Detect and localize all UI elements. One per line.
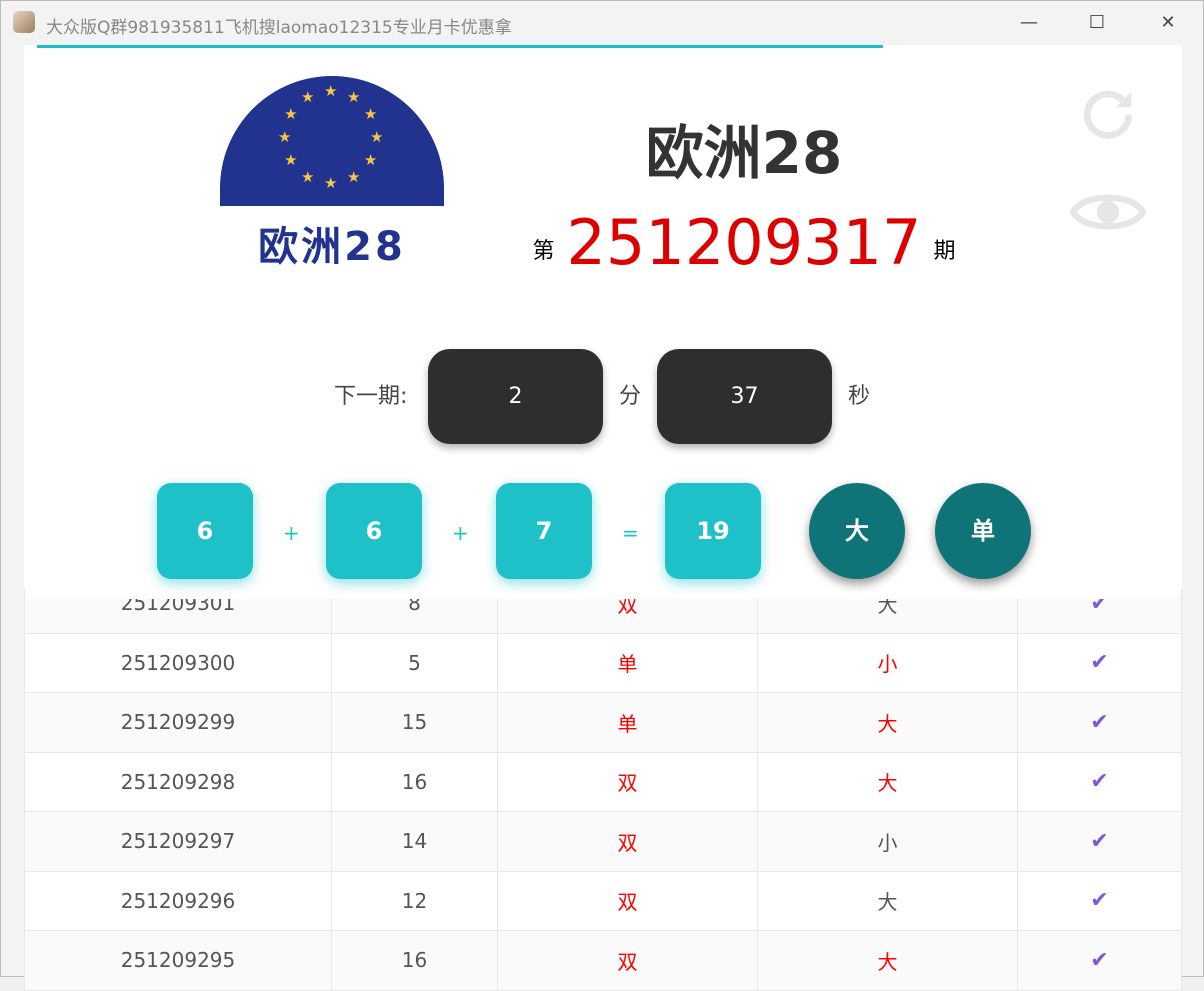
sum-cell: 12 [331, 870, 498, 931]
seconds-unit: 秒 [848, 384, 871, 409]
parity-cell: 单 [497, 632, 758, 693]
issue-cell: 251209297 [24, 811, 332, 872]
sum-cell: 16 [331, 930, 498, 991]
countdown-label: 下一期: [334, 384, 408, 409]
issue-cell: 251209300 [24, 632, 332, 693]
logo-text: 欧洲28 [258, 224, 406, 270]
title-bar: 大众版Q群981935811飞机搜laomao12315专业月卡优惠拿 — ☐ … [1, 1, 1203, 45]
check-icon: ✔ [1017, 751, 1182, 812]
maximize-button[interactable]: ☐ [1088, 12, 1106, 33]
minutes-unit: 分 [619, 384, 642, 409]
minimize-button[interactable]: — [1020, 12, 1038, 33]
result-number-3: 7 [496, 483, 592, 579]
result-number-2: 6 [326, 483, 422, 579]
star-icon: ★ [324, 174, 338, 192]
table-row: 251209295 16 双 大 ✔ [24, 930, 1182, 991]
size-cell: 大 [757, 930, 1018, 991]
close-button[interactable]: ✕ [1160, 12, 1176, 33]
countdown-seconds: 37 [657, 349, 832, 444]
size-cell: 大 [757, 692, 1018, 753]
parity-cell: 双 [497, 751, 758, 812]
window-title: 大众版Q群981935811飞机搜laomao12315专业月卡优惠拿 [46, 18, 512, 38]
star-icon: ★ [363, 151, 378, 169]
parity-cell: 单 [497, 692, 758, 753]
star-icon: ★ [347, 167, 361, 186]
history-table: 251209301 8 双 大 ✔ 251209300 5 单 小 ✔ 251209… [24, 573, 1182, 991]
plus-sign: + [452, 521, 469, 545]
result-parity: 单 [935, 483, 1031, 579]
table-row: 251209300 5 单 小 ✔ [24, 632, 1182, 693]
star-icon: ★ [347, 88, 361, 107]
sum-cell: 15 [331, 692, 498, 753]
table-row: 251209296 12 双 大 ✔ [24, 870, 1182, 931]
star-icon: ★ [284, 151, 298, 169]
star-icon: ★ [363, 105, 378, 123]
current-draw-card: ★ ★ ★ ★ ★ ★ ★ ★ ★ ★ ★ ★ 欧洲28 欧洲28 第 251209317 期 下一期: … [24, 46, 1182, 599]
eye-icon[interactable] [1070, 184, 1146, 240]
table-row: 251209297 14 双 小 ✔ [24, 811, 1182, 872]
star-icon: ★ [370, 128, 384, 146]
parity-cell: 双 [497, 870, 758, 931]
star-icon: ★ [301, 167, 315, 186]
progress-bar [37, 45, 883, 48]
size-cell: 大 [757, 870, 1018, 931]
check-icon: ✔ [1017, 870, 1182, 931]
countdown-minutes: 2 [428, 349, 603, 444]
eu-flag: ★ ★ ★ ★ ★ ★ ★ ★ ★ ★ ★ ★ [220, 76, 444, 206]
result-size: 大 [809, 483, 905, 579]
equals-sign: = [622, 521, 639, 545]
issue-cell: 251209298 [24, 751, 332, 812]
table-row: 251209298 16 双 大 ✔ [24, 751, 1182, 812]
star-icon: ★ [278, 128, 292, 146]
parity-cell: 双 [497, 811, 758, 872]
star-icon: ★ [301, 88, 315, 107]
issue-prefix: 第 [532, 239, 555, 264]
current-issue: 第 251209317 期 [524, 206, 964, 279]
check-icon: ✔ [1017, 692, 1182, 753]
check-icon: ✔ [1017, 632, 1182, 693]
check-icon: ✔ [1017, 811, 1182, 872]
size-cell: 小 [757, 632, 1018, 693]
app-icon [13, 11, 35, 33]
issue-cell: 251209296 [24, 870, 332, 931]
result-number-1: 6 [157, 483, 253, 579]
game-title: 欧洲28 [645, 119, 843, 187]
star-icon: ★ [284, 105, 298, 123]
issue-cell: 251209299 [24, 692, 332, 753]
refresh-icon[interactable] [1077, 84, 1139, 146]
parity-cell: 双 [497, 930, 758, 991]
star-icon: ★ [324, 82, 338, 100]
size-cell: 小 [757, 811, 1018, 872]
plus-sign: + [283, 521, 300, 545]
game-logo: ★ ★ ★ ★ ★ ★ ★ ★ ★ ★ ★ ★ 欧洲28 [220, 76, 444, 300]
sum-cell: 16 [331, 751, 498, 812]
sum-cell: 5 [331, 632, 498, 693]
sum-cell: 14 [331, 811, 498, 872]
result-sum: 19 [665, 483, 761, 579]
size-cell: 大 [757, 751, 1018, 812]
check-icon: ✔ [1017, 930, 1182, 991]
issue-suffix: 期 [933, 239, 956, 264]
issue-number: 251209317 [566, 206, 922, 279]
issue-cell: 251209295 [24, 930, 332, 991]
table-row: 251209299 15 单 大 ✔ [24, 692, 1182, 753]
